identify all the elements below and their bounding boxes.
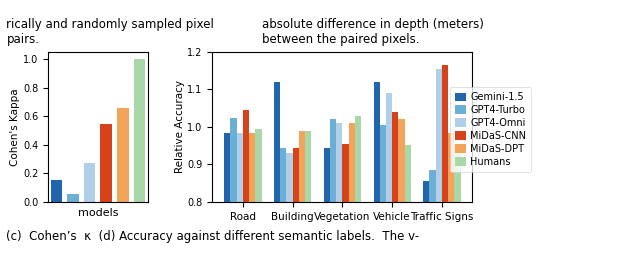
Legend: Gemini-1.5, GPT4-Turbo, GPT4-Omni, MiDaS-CNN, MiDaS-DPT, Humans: Gemini-1.5, GPT4-Turbo, GPT4-Omni, MiDaS… xyxy=(450,87,531,172)
Bar xyxy=(429,170,436,259)
Bar xyxy=(100,124,112,202)
Bar xyxy=(392,112,398,259)
Bar xyxy=(230,118,237,259)
Bar xyxy=(349,123,355,259)
Bar xyxy=(342,144,349,259)
Bar xyxy=(398,119,404,259)
Bar xyxy=(355,116,361,259)
Bar xyxy=(442,65,448,259)
Y-axis label: Relative Accuracy: Relative Accuracy xyxy=(175,80,184,174)
Bar xyxy=(404,145,411,259)
Text: absolute difference in depth (meters)
between the paired pixels.: absolute difference in depth (meters) be… xyxy=(262,18,484,46)
Bar xyxy=(67,194,79,202)
Text: (c)  Cohen’s  κ  (d) Accuracy against different semantic labels.  The v-: (c) Cohen’s κ (d) Accuracy against diffe… xyxy=(6,231,420,243)
Bar xyxy=(51,180,62,202)
Bar xyxy=(237,133,243,259)
Bar xyxy=(280,148,287,259)
Bar xyxy=(292,148,299,259)
Bar xyxy=(374,82,380,259)
X-axis label: models: models xyxy=(77,207,118,218)
Bar xyxy=(243,110,249,259)
Bar xyxy=(84,163,95,202)
Bar xyxy=(305,131,311,259)
Bar xyxy=(436,69,442,259)
Bar xyxy=(255,129,262,259)
Bar xyxy=(287,153,292,259)
Y-axis label: Cohen's Kappa: Cohen's Kappa xyxy=(10,88,20,166)
Bar xyxy=(224,133,230,259)
Bar xyxy=(386,93,392,259)
Bar xyxy=(448,133,454,259)
Bar xyxy=(423,181,429,259)
Bar xyxy=(336,123,342,259)
Text: rically and randomly sampled pixel
pairs.: rically and randomly sampled pixel pairs… xyxy=(6,18,214,46)
Bar xyxy=(117,108,129,202)
Bar xyxy=(299,131,305,259)
Bar xyxy=(380,125,386,259)
Bar xyxy=(274,82,280,259)
Bar xyxy=(330,119,336,259)
Bar xyxy=(454,144,461,259)
Bar xyxy=(324,148,330,259)
Bar xyxy=(249,133,255,259)
Bar xyxy=(134,59,145,202)
